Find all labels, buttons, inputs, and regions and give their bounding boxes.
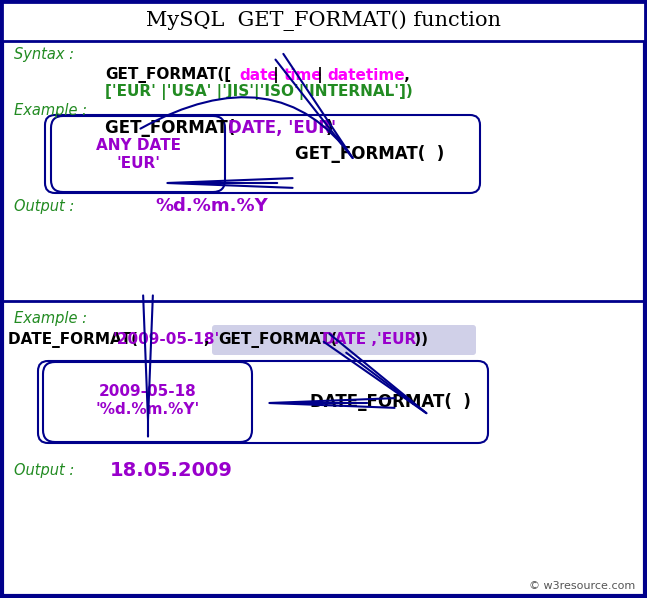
Text: 18.05.2009: 18.05.2009 — [110, 460, 233, 480]
Text: '2009-05-18': '2009-05-18' — [113, 332, 220, 347]
FancyBboxPatch shape — [51, 116, 225, 192]
Text: MySQL  GET_FORMAT() function: MySQL GET_FORMAT() function — [146, 11, 501, 31]
Text: DATE_FORMAT(: DATE_FORMAT( — [8, 332, 143, 348]
Text: ): ) — [326, 119, 333, 137]
FancyBboxPatch shape — [38, 361, 488, 443]
Text: GET_FORMAT(: GET_FORMAT( — [105, 119, 241, 137]
Text: ANY DATE: ANY DATE — [96, 138, 181, 152]
Text: Output :: Output : — [14, 199, 74, 213]
Text: '%d.%m.%Y': '%d.%m.%Y' — [96, 402, 200, 417]
Text: Example :: Example : — [14, 310, 87, 325]
Text: © w3resource.com: © w3resource.com — [529, 581, 635, 591]
FancyBboxPatch shape — [2, 2, 645, 41]
Text: GET_FORMAT(: GET_FORMAT( — [218, 332, 337, 348]
Text: )): )) — [409, 332, 428, 347]
Text: ,: , — [399, 68, 410, 83]
Text: DATE ,'EUR': DATE ,'EUR' — [322, 332, 421, 347]
Text: Syntax :: Syntax : — [14, 47, 74, 63]
Text: Example :: Example : — [14, 102, 87, 117]
FancyBboxPatch shape — [45, 115, 480, 193]
Text: |: | — [268, 67, 284, 83]
Text: ,: , — [203, 332, 208, 347]
Text: |: | — [312, 67, 328, 83]
Text: datetime: datetime — [327, 68, 404, 83]
Text: 2009-05-18: 2009-05-18 — [99, 383, 197, 398]
Text: time: time — [284, 68, 323, 83]
Text: 'EUR': 'EUR' — [116, 155, 160, 170]
FancyBboxPatch shape — [43, 362, 252, 442]
Text: Output :: Output : — [14, 462, 74, 477]
FancyBboxPatch shape — [212, 325, 476, 355]
Text: date: date — [239, 68, 278, 83]
Text: GET_FORMAT([: GET_FORMAT([ — [105, 67, 231, 83]
Text: GET_FORMAT(  ): GET_FORMAT( ) — [296, 145, 444, 163]
Text: DATE_FORMAT(  ): DATE_FORMAT( ) — [309, 393, 470, 411]
Text: DATE, 'EUR': DATE, 'EUR' — [228, 119, 336, 137]
Text: ['EUR' |'USA' |'JIS'|'ISO'|'INTERNAL']): ['EUR' |'USA' |'JIS'|'ISO'|'INTERNAL']) — [105, 84, 413, 100]
Text: %d.%m.%Y: %d.%m.%Y — [155, 197, 268, 215]
